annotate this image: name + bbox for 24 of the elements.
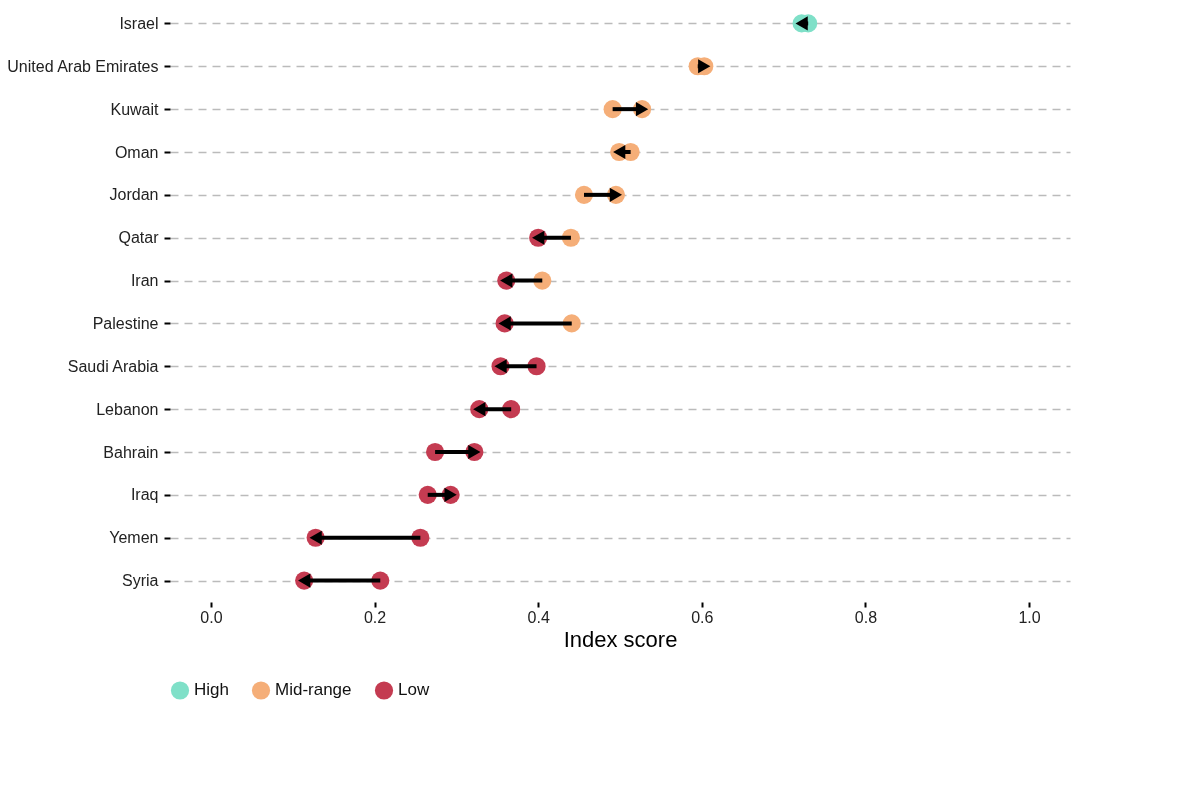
y-tick-label: Syria bbox=[122, 572, 159, 590]
y-tick-label: Palestine bbox=[92, 314, 159, 332]
y-tick-label: Qatar bbox=[118, 229, 160, 247]
legend-label: Mid-range bbox=[275, 680, 352, 700]
x-tick-label: 0.4 bbox=[527, 608, 550, 626]
y-tick-label: Kuwait bbox=[110, 100, 160, 118]
y-tick-label: Israel bbox=[119, 14, 159, 32]
y-tick-label: Oman bbox=[114, 143, 159, 161]
legend-label: High bbox=[194, 680, 229, 700]
y-tick-label: United Arab Emirates bbox=[7, 57, 159, 75]
y-tick-label: Bahrain bbox=[103, 443, 159, 461]
x-tick-label: 0.0 bbox=[200, 608, 223, 626]
y-tick-label: Lebanon bbox=[96, 400, 159, 418]
y-tick-label: Iraq bbox=[130, 486, 159, 504]
x-tick-label: 1.0 bbox=[1018, 608, 1041, 626]
y-tick-label: Yemen bbox=[109, 529, 159, 547]
x-tick-label: 0.2 bbox=[363, 608, 387, 626]
y-tick-label: Saudi Arabia bbox=[67, 357, 159, 375]
x-axis-title: Index score bbox=[563, 626, 678, 652]
y-tick-label: Jordan bbox=[109, 186, 159, 204]
legend-label: Low bbox=[398, 680, 430, 700]
y-tick-label: Iran bbox=[130, 272, 159, 290]
x-tick-label: 0.8 bbox=[854, 608, 878, 626]
x-tick-label: 0.6 bbox=[691, 608, 714, 626]
